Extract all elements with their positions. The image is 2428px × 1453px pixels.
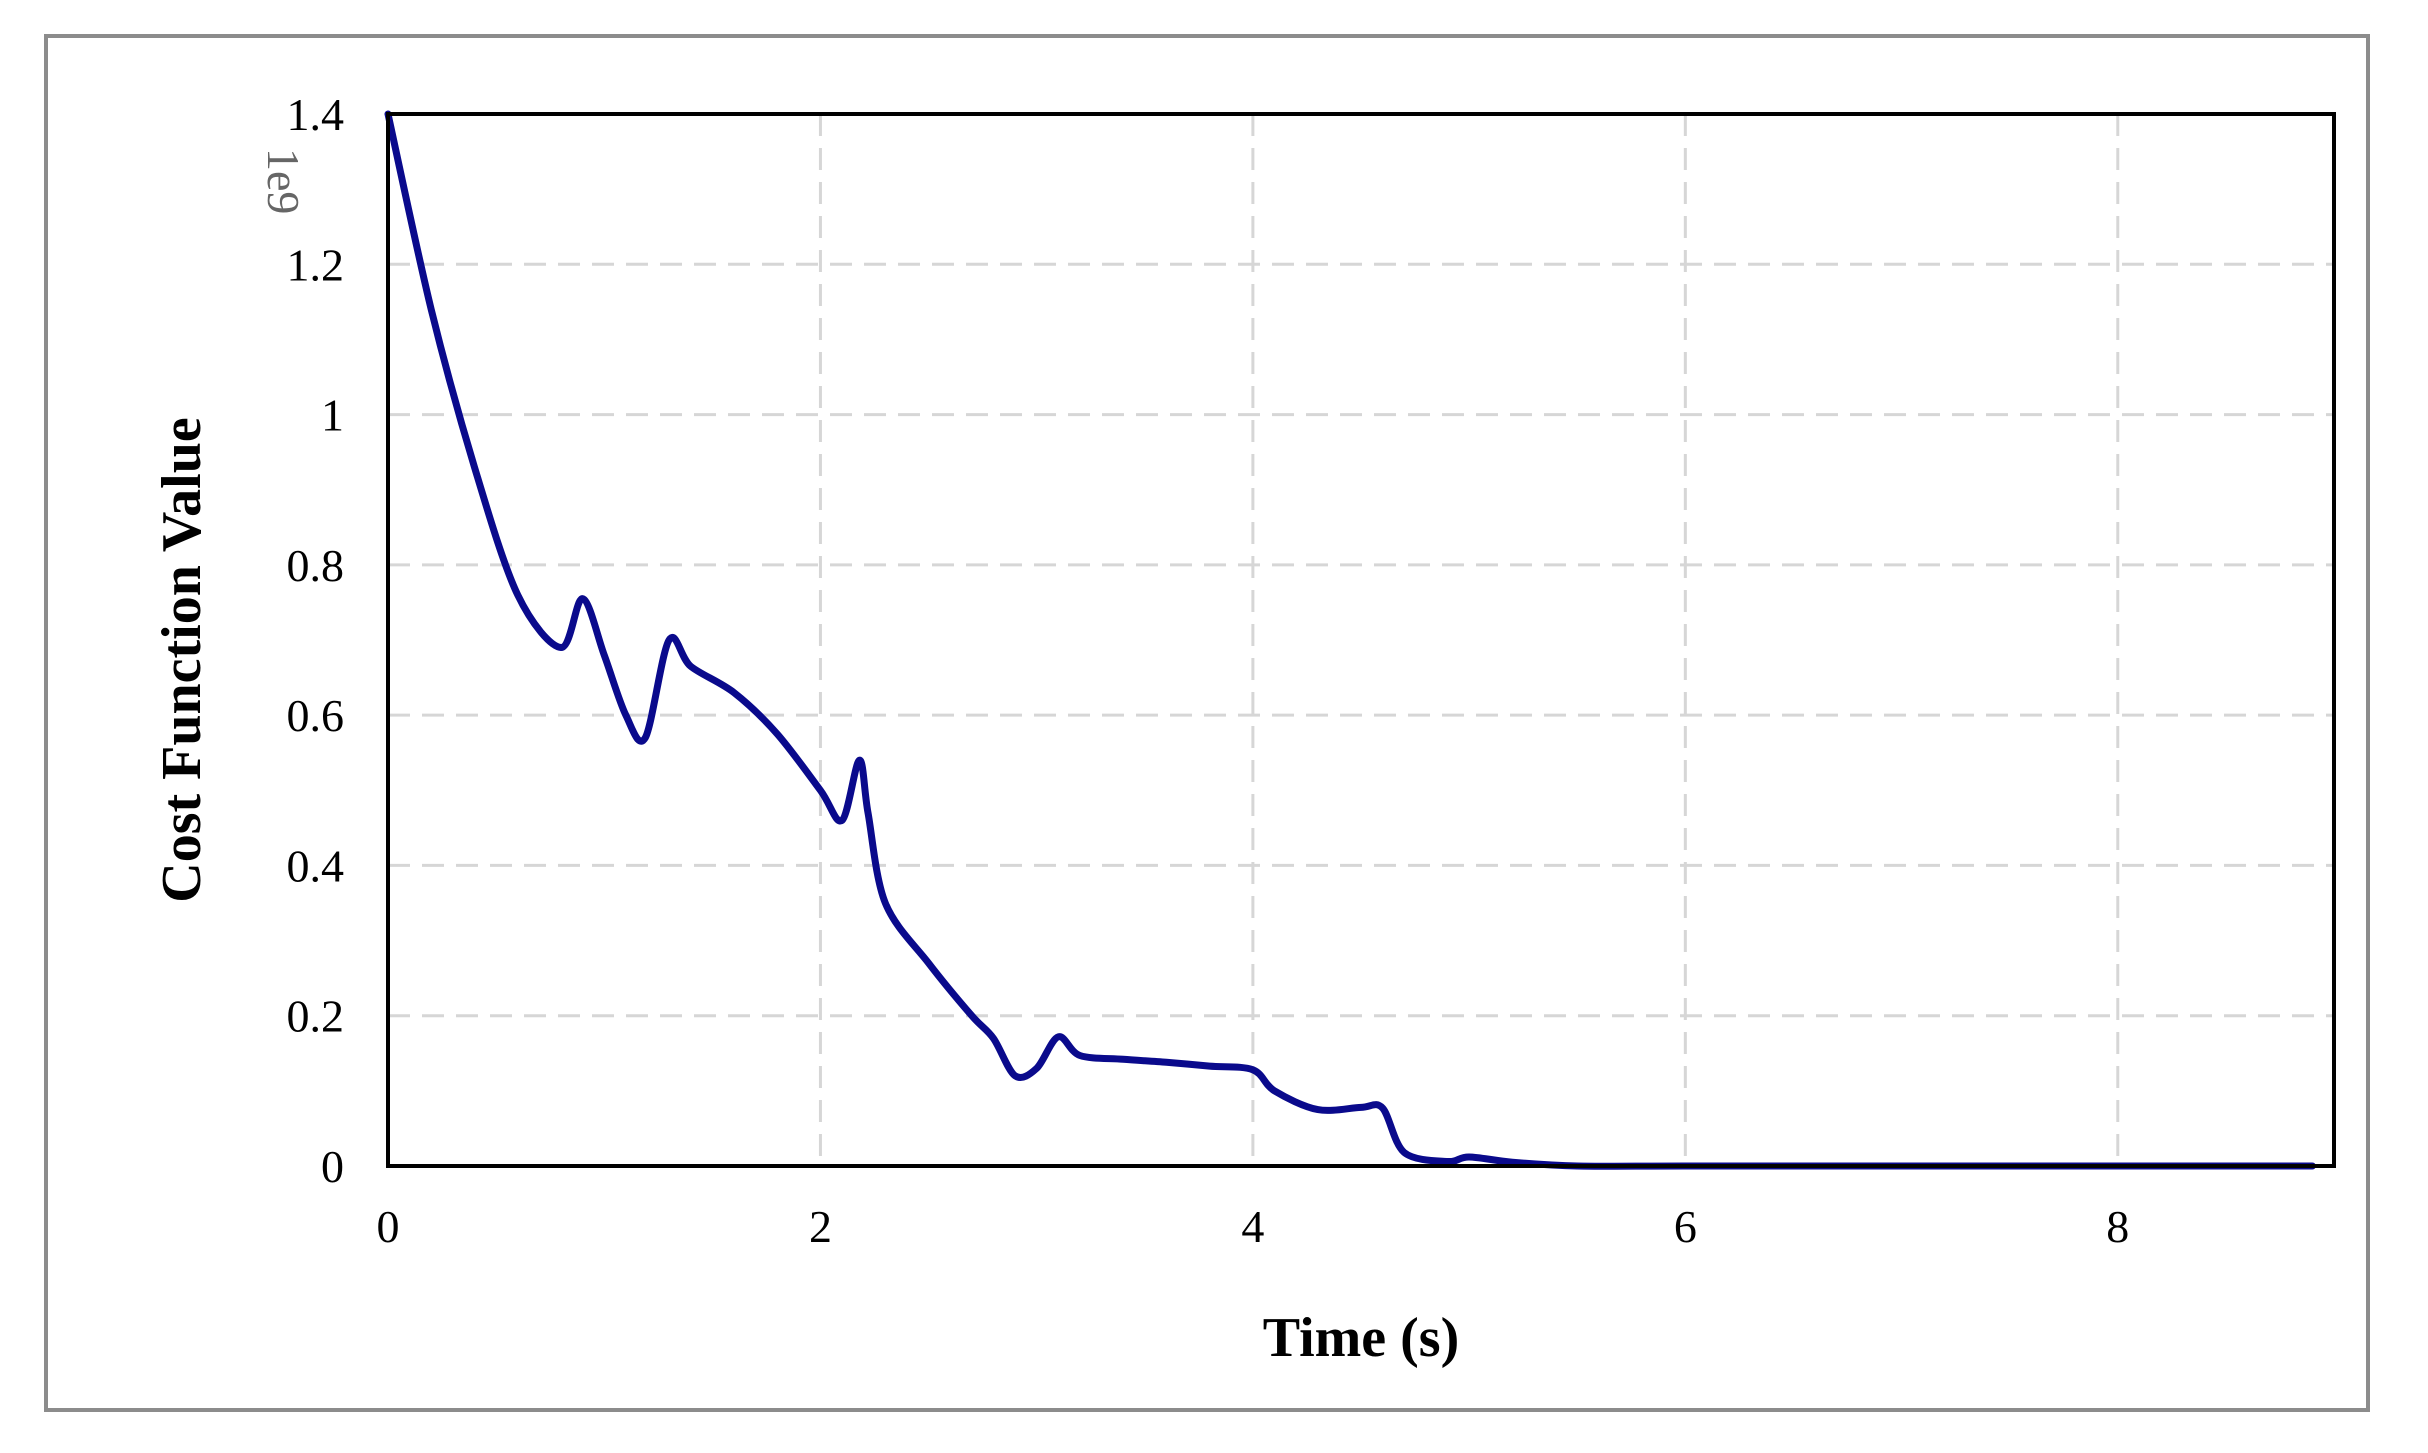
x-axis-title: Time (s)	[1263, 1307, 1460, 1369]
y-axis-ticks: 0 0.2 0.4 0.6 0.8 1 1.2 1.4	[287, 89, 345, 1192]
y-tick-label: 1	[321, 390, 344, 441]
y-tick-label: 0	[321, 1141, 344, 1192]
x-tick-label: 2	[809, 1201, 832, 1252]
x-tick-label: 8	[2106, 1201, 2129, 1252]
y-tick-label: 0.4	[287, 840, 345, 891]
y-axis-offset-label: 1e9	[258, 148, 309, 214]
grid	[388, 114, 2334, 1166]
y-tick-label: 0.6	[287, 690, 345, 741]
x-tick-label: 0	[377, 1201, 400, 1252]
plot-area-border	[386, 112, 2336, 1168]
y-tick-label: 0.8	[287, 540, 345, 591]
y-tick-label: 1.2	[287, 239, 345, 290]
x-tick-label: 4	[1241, 1201, 1264, 1252]
x-axis-ticks: 0 2 4 6 8	[377, 1201, 2130, 1252]
series-layer	[384, 110, 2316, 1170]
x-tick-label: 6	[1674, 1201, 1697, 1252]
y-tick-label: 0.2	[287, 991, 345, 1042]
cost-function-line	[384, 110, 2316, 1170]
y-tick-label: 1.4	[287, 89, 345, 140]
y-axis-title: Cost Function Value	[151, 417, 213, 902]
